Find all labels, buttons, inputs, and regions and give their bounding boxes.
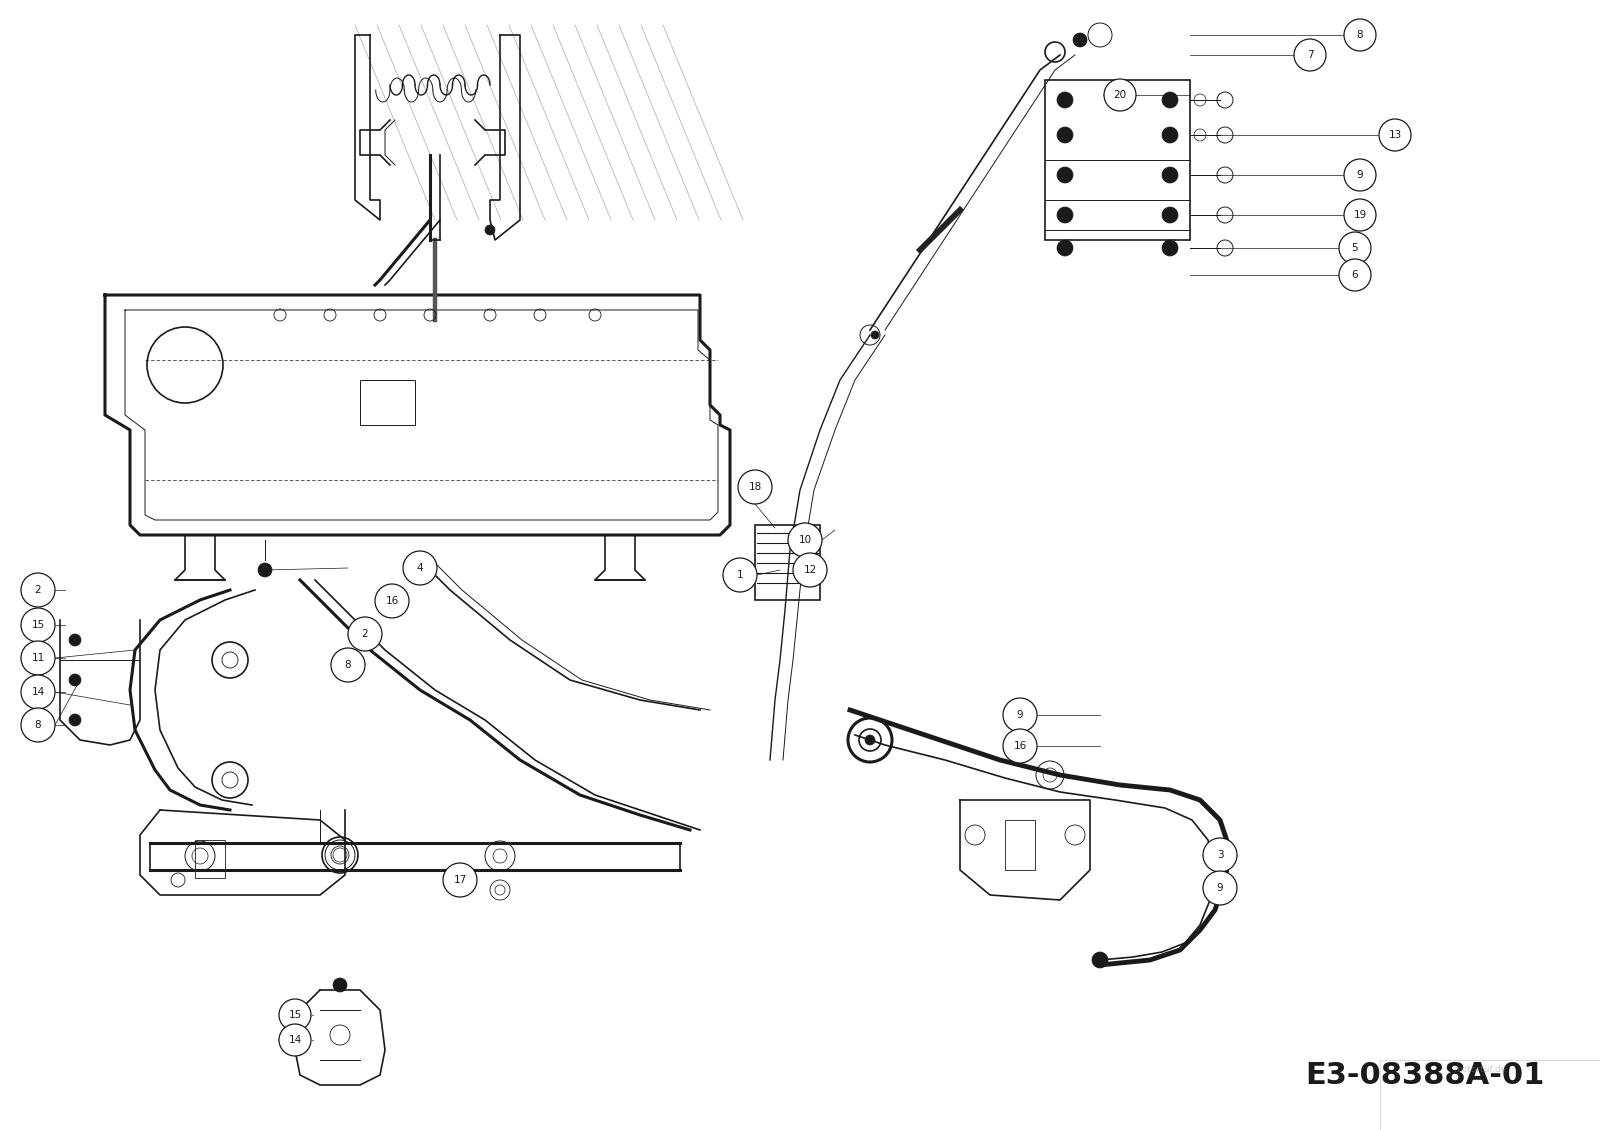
Circle shape xyxy=(1339,259,1371,292)
Text: 12: 12 xyxy=(803,565,816,575)
Text: motortuf.de: motortuf.de xyxy=(1453,1066,1507,1075)
Text: 11: 11 xyxy=(32,653,45,663)
Text: 14: 14 xyxy=(288,1035,302,1045)
Circle shape xyxy=(349,617,382,651)
Circle shape xyxy=(1162,127,1178,144)
Text: 8: 8 xyxy=(1357,31,1363,40)
Text: 18: 18 xyxy=(749,483,762,492)
Circle shape xyxy=(870,331,878,339)
Circle shape xyxy=(1162,167,1178,183)
Circle shape xyxy=(403,551,437,585)
Bar xyxy=(360,380,414,425)
Circle shape xyxy=(374,584,410,618)
Circle shape xyxy=(1003,698,1037,732)
Circle shape xyxy=(69,634,82,646)
Text: 19: 19 xyxy=(1354,210,1366,220)
Text: 14: 14 xyxy=(32,687,45,697)
Circle shape xyxy=(1104,79,1136,111)
Circle shape xyxy=(1344,159,1376,191)
Circle shape xyxy=(1379,119,1411,151)
Circle shape xyxy=(1074,33,1086,47)
Circle shape xyxy=(21,573,54,607)
Circle shape xyxy=(331,647,365,683)
Circle shape xyxy=(278,999,310,1031)
Circle shape xyxy=(69,673,82,686)
Circle shape xyxy=(21,675,54,709)
Circle shape xyxy=(1344,199,1376,231)
Text: 2: 2 xyxy=(362,629,368,638)
Circle shape xyxy=(21,608,54,642)
Text: 9: 9 xyxy=(1357,170,1363,180)
Circle shape xyxy=(1091,951,1107,968)
Circle shape xyxy=(69,714,82,725)
Text: 1: 1 xyxy=(736,570,744,580)
Circle shape xyxy=(1162,207,1178,223)
Circle shape xyxy=(1058,207,1074,223)
Text: 8: 8 xyxy=(35,720,42,730)
Text: 17: 17 xyxy=(453,875,467,885)
Text: 10: 10 xyxy=(798,534,811,545)
Text: E3-08388A-01: E3-08388A-01 xyxy=(1306,1061,1546,1090)
Circle shape xyxy=(1162,92,1178,108)
Circle shape xyxy=(1203,838,1237,872)
Circle shape xyxy=(21,709,54,742)
Bar xyxy=(755,525,819,600)
Circle shape xyxy=(723,558,757,592)
Circle shape xyxy=(333,977,347,992)
Circle shape xyxy=(1294,40,1326,71)
Circle shape xyxy=(1058,167,1074,183)
Bar xyxy=(1045,80,1190,240)
Circle shape xyxy=(1203,871,1237,905)
Circle shape xyxy=(866,734,875,745)
Text: 20: 20 xyxy=(1114,90,1126,99)
Bar xyxy=(1379,1060,1600,1130)
Circle shape xyxy=(1058,240,1074,257)
Circle shape xyxy=(787,523,822,557)
Text: 6: 6 xyxy=(1352,270,1358,280)
Text: 15: 15 xyxy=(32,620,45,631)
Circle shape xyxy=(1003,729,1037,763)
Circle shape xyxy=(1058,92,1074,108)
Circle shape xyxy=(794,553,827,586)
Circle shape xyxy=(738,470,771,504)
Text: 15: 15 xyxy=(288,1010,302,1020)
Text: 3: 3 xyxy=(1216,850,1224,860)
Text: 8: 8 xyxy=(344,660,352,670)
Circle shape xyxy=(443,863,477,897)
Circle shape xyxy=(1339,232,1371,264)
Bar xyxy=(195,840,226,878)
Text: 13: 13 xyxy=(1389,130,1402,140)
Circle shape xyxy=(1162,240,1178,257)
Circle shape xyxy=(258,563,272,577)
Circle shape xyxy=(278,1024,310,1057)
Text: 2: 2 xyxy=(35,585,42,596)
Text: 16: 16 xyxy=(386,596,398,606)
Text: 7: 7 xyxy=(1307,50,1314,60)
Circle shape xyxy=(485,225,494,235)
Bar xyxy=(1005,820,1035,870)
Text: 9: 9 xyxy=(1216,883,1224,893)
Text: 5: 5 xyxy=(1352,243,1358,253)
Text: 9: 9 xyxy=(1016,710,1024,720)
Circle shape xyxy=(1344,19,1376,51)
Circle shape xyxy=(1058,127,1074,144)
Text: 16: 16 xyxy=(1013,741,1027,751)
Circle shape xyxy=(21,641,54,675)
Text: 4: 4 xyxy=(416,563,424,573)
